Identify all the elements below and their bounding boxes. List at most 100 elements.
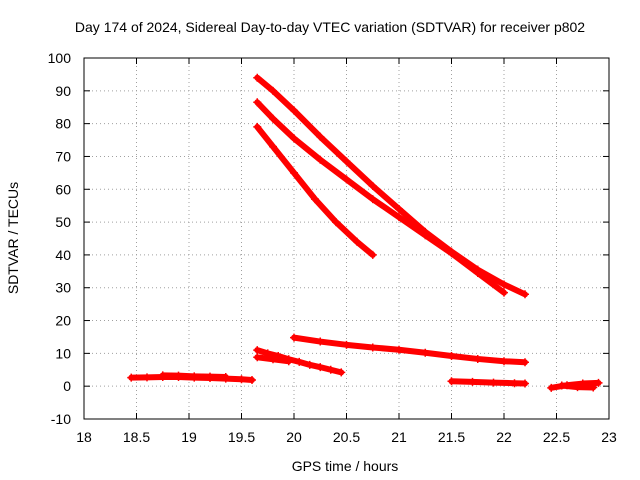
- data-point: [305, 360, 314, 369]
- data-point: [316, 132, 325, 141]
- x-axis-title: GPS time / hours: [292, 458, 399, 474]
- data-point: [395, 204, 403, 213]
- x-tick-label: 22.5: [543, 429, 570, 445]
- data-point: [368, 343, 377, 352]
- data-point: [311, 195, 319, 204]
- series-arc-b: [158, 371, 230, 381]
- data-point: [316, 337, 325, 346]
- x-tick-label: 18: [76, 429, 92, 445]
- data-point: [158, 371, 167, 380]
- data-point: [253, 73, 262, 82]
- data-point: [473, 354, 482, 363]
- data-point: [473, 268, 482, 277]
- data-point: [342, 175, 351, 184]
- grid: [84, 58, 609, 419]
- data-point: [368, 250, 377, 259]
- data-point: [290, 333, 298, 342]
- data-point: [326, 365, 335, 374]
- series-arc-h: [253, 73, 529, 299]
- data-point: [421, 348, 430, 357]
- data-point: [468, 377, 477, 386]
- data-point: [510, 379, 519, 388]
- y-axis-title: SDTVAR / TECUs: [5, 182, 21, 294]
- data-point: [500, 280, 508, 289]
- chart-title: Day 174 of 2024, Sidereal Day-to-day VTE…: [75, 19, 585, 35]
- data-point: [269, 86, 277, 95]
- data-point: [521, 358, 529, 367]
- data-point: [353, 237, 361, 246]
- data-point: [253, 98, 262, 107]
- y-tick-label: -10: [51, 411, 71, 427]
- data-point: [316, 363, 325, 372]
- data-point: [368, 195, 377, 204]
- series-arc-j: [253, 122, 377, 259]
- data-point: [143, 373, 151, 382]
- data-point: [332, 218, 340, 227]
- x-tick-labels: 18 18.5 19 19.5 20 20.5 21 21.5 22 22.5 23: [76, 429, 617, 445]
- data-point: [269, 142, 277, 151]
- data-point: [290, 168, 298, 177]
- data-point: [253, 353, 262, 362]
- x-tick-label: 21.5: [438, 429, 465, 445]
- series-arc-d: [253, 353, 293, 366]
- y-tick-label: 70: [55, 148, 71, 164]
- series-band: [291, 334, 528, 366]
- tick-marks: [83, 57, 610, 420]
- data-point: [521, 290, 529, 299]
- data-point: [594, 378, 603, 387]
- y-tick-label: 10: [55, 345, 71, 361]
- data-point: [290, 134, 298, 143]
- data-point: [447, 249, 456, 258]
- data-point: [290, 106, 298, 115]
- data-point: [337, 368, 346, 377]
- y-tick-label: 0: [63, 378, 71, 394]
- x-tick-label: 23: [601, 429, 617, 445]
- x-tick-label: 19: [181, 429, 197, 445]
- data-point: [174, 371, 183, 380]
- data-point: [253, 346, 262, 355]
- y-tick-labels: -10 0 10 20 30 40 50 60 70 80 90 100: [48, 50, 72, 427]
- data-point: [248, 375, 256, 384]
- data-point: [589, 383, 598, 392]
- y-tick-label: 90: [55, 83, 71, 99]
- data-layer: [127, 73, 603, 392]
- data-point: [395, 213, 403, 222]
- data-point: [316, 155, 325, 164]
- data-point: [573, 383, 582, 392]
- y-tick-label: 100: [48, 50, 72, 66]
- data-point: [421, 231, 430, 240]
- data-point: [395, 345, 403, 354]
- y-tick-label: 20: [55, 313, 71, 329]
- x-tick-label: 18.5: [123, 429, 150, 445]
- data-point: [206, 372, 214, 381]
- series-arc-i: [253, 98, 508, 297]
- data-point: [284, 357, 293, 366]
- data-point: [342, 340, 351, 349]
- y-tick-label: 30: [55, 280, 71, 296]
- y-tick-label: 80: [55, 116, 71, 132]
- x-tick-label: 21: [391, 429, 407, 445]
- x-tick-label: 20: [286, 429, 302, 445]
- x-tick-label: 20.5: [333, 429, 360, 445]
- x-tick-label: 19.5: [228, 429, 255, 445]
- data-point: [190, 372, 199, 381]
- series-arc-c: [253, 346, 346, 377]
- data-point: [269, 114, 277, 123]
- data-point: [221, 372, 230, 381]
- data-point: [253, 122, 262, 131]
- y-tick-label: 40: [55, 247, 71, 263]
- data-point: [127, 373, 136, 382]
- data-point: [368, 181, 377, 190]
- data-point: [489, 378, 498, 387]
- data-point: [447, 377, 456, 386]
- data-point: [547, 383, 556, 392]
- series-arc-g2: [557, 381, 598, 392]
- data-point: [521, 379, 529, 388]
- series-band: [254, 74, 528, 298]
- x-tick-label: 22: [496, 429, 512, 445]
- series-arc-f: [447, 377, 529, 388]
- y-tick-label: 60: [55, 181, 71, 197]
- data-point: [557, 381, 566, 390]
- series-arc-e: [290, 333, 529, 367]
